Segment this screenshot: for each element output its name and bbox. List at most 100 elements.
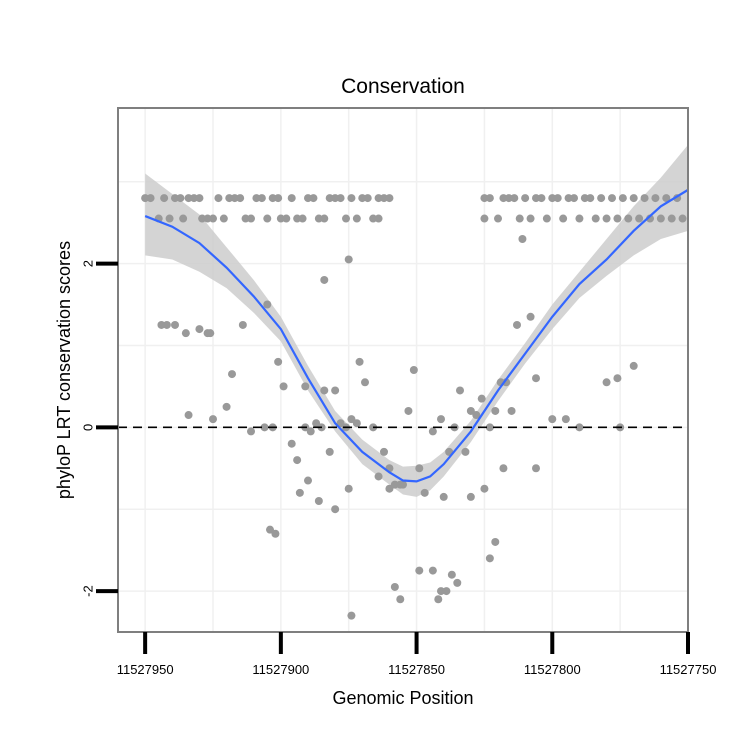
data-point	[466, 492, 475, 501]
data-point	[537, 194, 546, 203]
data-point	[184, 411, 193, 420]
data-point	[171, 320, 179, 329]
data-point	[344, 255, 353, 264]
data-point	[591, 214, 600, 223]
data-point	[420, 488, 429, 497]
data-point	[415, 464, 424, 473]
data-point	[575, 214, 584, 223]
data-point	[597, 194, 606, 203]
data-point	[629, 194, 638, 203]
data-point	[236, 194, 245, 203]
data-point	[491, 406, 500, 415]
data-point	[510, 194, 519, 203]
data-point	[409, 366, 418, 374]
data-point	[485, 554, 494, 563]
data-point	[287, 439, 296, 448]
data-point	[325, 447, 334, 456]
data-point	[442, 587, 451, 596]
y-tick-label: -2	[81, 585, 96, 597]
data-point	[570, 194, 578, 203]
x-tick-label: 11527950	[117, 662, 174, 677]
data-point	[553, 194, 562, 203]
data-point	[347, 194, 356, 203]
data-point	[344, 484, 353, 493]
data-point	[624, 214, 633, 223]
data-point	[608, 194, 616, 203]
data-point	[263, 214, 272, 223]
data-point	[331, 505, 340, 514]
data-point	[293, 456, 302, 465]
data-point	[247, 427, 255, 436]
data-point	[428, 427, 437, 436]
data-point	[559, 214, 568, 223]
data-point	[301, 382, 310, 391]
data-point	[434, 595, 443, 604]
x-axis: 11527950 11527900 11527850 11527800 11527750	[117, 632, 716, 677]
data-point	[209, 415, 217, 424]
data-point	[629, 361, 638, 370]
data-point	[396, 595, 405, 604]
data-point	[618, 194, 627, 203]
data-point	[352, 214, 361, 223]
data-point	[507, 406, 516, 415]
smooth-line-layer	[144, 188, 689, 483]
data-point	[162, 320, 171, 329]
data-point	[586, 194, 595, 203]
data-point	[257, 194, 266, 203]
data-point	[309, 194, 318, 203]
data-point	[320, 275, 329, 284]
panel-frame	[117, 107, 689, 633]
data-point	[404, 406, 413, 415]
data-point	[195, 194, 204, 203]
data-point	[472, 411, 481, 420]
data-point	[477, 394, 486, 403]
data-point	[263, 300, 272, 309]
data-point	[160, 194, 169, 203]
data-point	[380, 447, 388, 456]
data-point	[561, 415, 570, 424]
x-tick-label: 11527800	[524, 662, 581, 677]
data-point	[195, 325, 204, 334]
data-point	[640, 194, 649, 203]
data-point	[260, 423, 269, 432]
data-point	[439, 492, 448, 501]
data-point	[298, 214, 307, 223]
data-point	[209, 214, 217, 223]
data-point	[548, 415, 557, 424]
data-point	[374, 472, 383, 481]
data-point	[515, 214, 524, 223]
x-tick-label: 11527900	[252, 662, 309, 677]
data-point	[447, 570, 456, 579]
data-point	[491, 537, 500, 546]
data-point	[282, 214, 291, 223]
data-point	[480, 214, 489, 223]
data-point	[678, 214, 687, 223]
data-point	[485, 194, 494, 203]
data-point	[415, 566, 424, 575]
data-point	[274, 357, 283, 366]
data-point	[542, 214, 551, 223]
chart-title: Conservation	[341, 75, 465, 98]
data-point	[331, 386, 340, 395]
x-tick-label: 11527850	[388, 662, 445, 677]
data-point	[222, 402, 231, 411]
data-point	[667, 214, 676, 223]
data-point	[355, 357, 364, 366]
data-point	[295, 488, 304, 497]
data-point	[214, 194, 223, 203]
data-point	[287, 194, 296, 203]
data-point	[521, 194, 530, 203]
y-axis: -2 0 2	[81, 260, 118, 597]
y-axis-title: phyloP LRT conservation scores	[54, 241, 74, 499]
data-point	[206, 329, 215, 338]
data-point	[651, 194, 660, 203]
smooth-line	[144, 188, 689, 483]
data-point	[485, 423, 494, 432]
data-point	[219, 214, 228, 223]
data-point	[181, 329, 190, 338]
data-point	[526, 214, 535, 223]
x-axis-title: Genomic Position	[332, 688, 473, 708]
data-point	[602, 214, 611, 223]
data-point	[274, 194, 283, 203]
